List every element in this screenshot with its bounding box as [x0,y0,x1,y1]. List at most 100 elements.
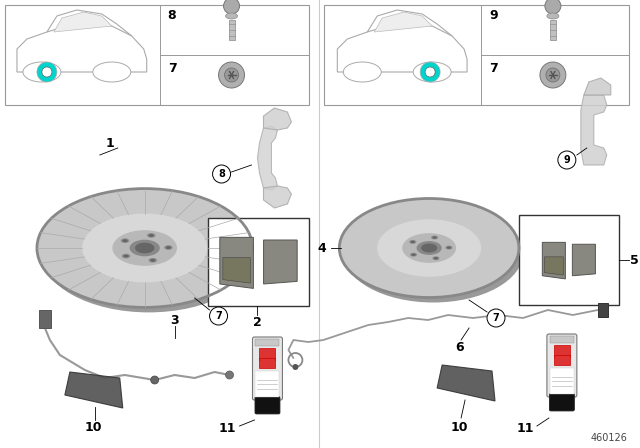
Text: 8: 8 [218,169,225,179]
Circle shape [425,67,435,77]
Text: 9: 9 [489,9,498,22]
Text: 8: 8 [168,9,176,22]
Polygon shape [581,95,607,165]
Polygon shape [572,244,595,276]
Bar [598,303,608,317]
Ellipse shape [121,238,129,243]
Polygon shape [264,108,291,130]
Text: 3: 3 [170,314,179,327]
Ellipse shape [421,244,437,253]
Ellipse shape [445,246,452,250]
Bar [255,339,280,346]
Ellipse shape [547,13,559,19]
FancyBboxPatch shape [253,337,282,400]
Ellipse shape [417,241,442,255]
Ellipse shape [409,240,417,244]
Polygon shape [264,186,291,208]
Ellipse shape [130,240,160,256]
Text: 5: 5 [630,254,639,267]
Ellipse shape [150,259,156,262]
Circle shape [225,371,234,379]
Circle shape [37,62,57,82]
Polygon shape [223,258,250,283]
Circle shape [212,165,230,183]
Ellipse shape [122,254,131,258]
Bar [259,358,275,368]
Text: 9: 9 [563,155,570,165]
Ellipse shape [23,62,61,82]
Bar [324,5,628,105]
Bar [5,5,309,105]
FancyBboxPatch shape [547,334,577,397]
Text: 10: 10 [84,421,102,434]
Circle shape [150,376,159,384]
Circle shape [209,307,228,325]
Ellipse shape [433,236,437,239]
Polygon shape [542,242,565,279]
Polygon shape [54,12,112,32]
Text: 4: 4 [317,241,326,254]
Ellipse shape [113,230,177,266]
Ellipse shape [343,203,523,302]
Polygon shape [374,12,432,32]
Circle shape [546,68,560,82]
Ellipse shape [135,243,154,254]
Polygon shape [65,372,123,408]
Polygon shape [584,78,611,95]
Ellipse shape [410,241,415,243]
Ellipse shape [339,198,519,297]
Ellipse shape [434,257,438,259]
Bar [554,345,570,357]
Ellipse shape [148,258,157,263]
Text: 7: 7 [493,313,499,323]
Circle shape [420,62,440,82]
Circle shape [545,0,561,14]
Ellipse shape [124,254,129,258]
Ellipse shape [122,239,128,242]
Text: 11: 11 [516,422,534,435]
Bar [39,310,51,328]
Ellipse shape [147,233,156,238]
Bar [519,215,619,305]
Text: 10: 10 [451,421,468,434]
Text: 7: 7 [168,61,177,74]
Bar [255,371,280,396]
Bar [554,355,570,365]
Circle shape [225,68,239,82]
Circle shape [223,0,239,14]
Ellipse shape [402,233,456,263]
Ellipse shape [225,13,237,19]
Bar [550,368,574,394]
Ellipse shape [432,256,440,260]
Text: 11: 11 [219,422,236,435]
Ellipse shape [164,245,173,250]
Circle shape [42,67,52,77]
Circle shape [558,151,576,169]
Circle shape [540,62,566,88]
Ellipse shape [37,189,253,307]
Polygon shape [545,257,563,275]
Text: 6: 6 [455,340,463,353]
Ellipse shape [377,219,481,277]
Bar [228,20,234,40]
Polygon shape [220,237,253,289]
Polygon shape [337,24,467,72]
Ellipse shape [410,253,417,257]
Bar [207,218,309,306]
Ellipse shape [343,62,381,82]
Bar [259,348,275,360]
Polygon shape [264,240,297,284]
Text: 460126: 460126 [590,433,627,443]
Ellipse shape [431,236,438,240]
Circle shape [292,364,298,370]
Polygon shape [17,24,147,72]
Ellipse shape [413,62,451,82]
Text: 2: 2 [253,315,262,328]
Polygon shape [257,126,278,190]
Ellipse shape [41,194,257,312]
FancyBboxPatch shape [549,393,574,411]
Ellipse shape [82,214,207,282]
Ellipse shape [93,62,131,82]
Text: 7: 7 [215,311,222,321]
Ellipse shape [148,234,154,237]
